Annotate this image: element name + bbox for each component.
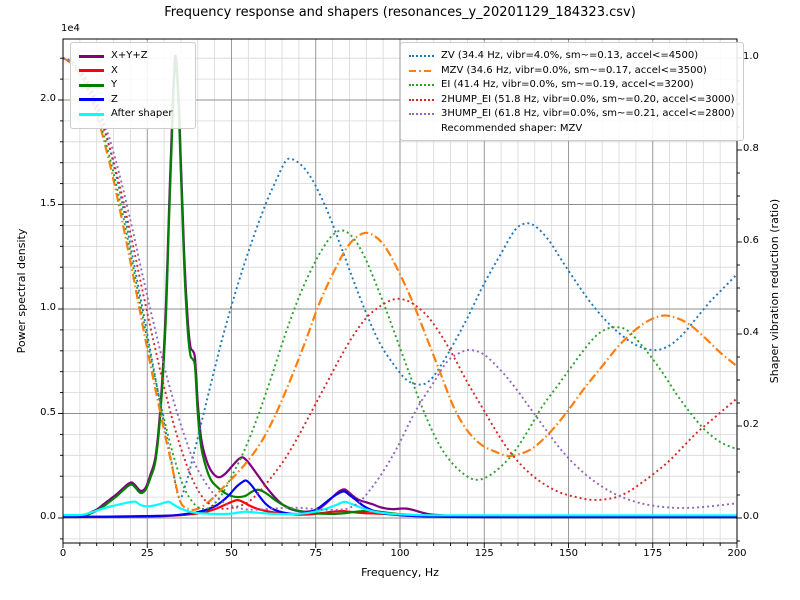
x-axis-label: Frequency, Hz (361, 566, 439, 579)
y-right-tick-label: 1.0 (743, 51, 759, 62)
legend-item-label: MZV (34.6 Hz, vibr=0.0%, sm~=0.17, accel… (441, 64, 707, 76)
legend-item: Z (79, 94, 187, 107)
legend-item-label: X+Y+Z (111, 50, 148, 61)
x-tick-label: 150 (558, 548, 579, 559)
legend-line-sample (409, 98, 434, 101)
legend-item: MZV (34.6 Hz, vibr=0.0%, sm~=0.17, accel… (409, 65, 735, 78)
x-tick-label: 175 (643, 548, 663, 559)
x-tick-label: 50 (225, 548, 238, 559)
legend-item: X+Y+Z (79, 50, 187, 63)
y-left-tick-label: 2.0 (40, 93, 56, 104)
legend-line-sample (79, 54, 104, 58)
legend-line-sample (79, 69, 104, 73)
legend-item-label: After shaper (111, 108, 173, 119)
legend-item-label: ZV (34.4 Hz, vibr=4.0%, sm~=0.13, accel<… (441, 50, 699, 61)
y-right-tick-label: 0.2 (743, 419, 759, 430)
legend-line-sample (79, 112, 104, 116)
x-tick-label: 100 (390, 548, 410, 559)
y-right-tick-label: 0.0 (743, 511, 759, 522)
legend-item-label: 3HUMP_EI (61.8 Hz, vibr=0.0%, sm~=0.21, … (441, 108, 735, 119)
y-left-tick-label: 0.5 (40, 406, 56, 418)
series-x-y-z (63, 54, 737, 518)
legend-line-sample (409, 84, 434, 87)
series-zv (63, 57, 737, 500)
legend-item: 2HUMP_EI (51.8 Hz, vibr=0.0%, sm~=0.20, … (409, 94, 735, 107)
legend-recommendation-note: Recommended shaper: MZV (441, 122, 583, 134)
legend-line-sample (79, 83, 104, 87)
legend-item: X (79, 65, 187, 78)
series-mzv (63, 57, 737, 512)
legend-item-label: X (111, 64, 118, 76)
legend-psd: X+Y+Z X Y Z After shaper (70, 42, 196, 129)
legend-item-label: 2HUMP_EI (51.8 Hz, vibr=0.0%, sm~=0.20, … (441, 93, 735, 105)
x-tick-label: 200 (727, 548, 747, 559)
shaper-series-group (63, 57, 737, 512)
legend-item-label: Z (111, 93, 118, 105)
y-right-tick-label: 0.8 (743, 143, 759, 154)
y-left-tick-label: 1.5 (40, 197, 56, 209)
x-tick-label: 0 (59, 548, 67, 559)
y-right-tick-label: 0.4 (743, 327, 759, 338)
legend-line-sample (409, 69, 434, 72)
y-axis-left-label: Power spectral density (15, 228, 28, 354)
y-left-tick-label: 1.0 (40, 302, 56, 313)
y-axis-offset-text: 1e4 (61, 23, 80, 34)
legend-line-sample (79, 98, 104, 102)
legend-item: EI (41.4 Hz, vibr=0.0%, sm~=0.19, accel<… (409, 79, 735, 92)
legend-shapers: ZV (34.4 Hz, vibr=4.0%, sm~=0.13, accel<… (400, 42, 744, 141)
legend-line-sample (409, 113, 434, 116)
x-tick-label: 75 (309, 548, 323, 559)
series-2hump-ei (63, 57, 737, 510)
series-after-shaper (63, 500, 737, 517)
y-right-tick-label: 0.6 (743, 235, 759, 246)
x-tick-label: 125 (474, 548, 494, 559)
series-3hump-ei (63, 57, 737, 511)
legend-item-label: EI (41.4 Hz, vibr=0.0%, sm~=0.19, accel<… (441, 79, 694, 90)
x-tick-label: 25 (140, 548, 154, 559)
y-left-tick-label: 0.0 (40, 511, 56, 522)
legend-line-sample (409, 55, 434, 58)
y-axis-right-label: Shaper vibration reduction (ratio) (768, 198, 781, 384)
chart-title: Frequency response and shapers (resonanc… (164, 5, 636, 20)
series-ei (63, 57, 737, 510)
legend-item: 3HUMP_EI (61.8 Hz, vibr=0.0%, sm~=0.21, … (409, 108, 735, 121)
legend-item: ZV (34.4 Hz, vibr=4.0%, sm~=0.13, accel<… (409, 50, 735, 63)
legend-item: Y (79, 79, 187, 92)
legend-item: After shaper (79, 108, 187, 121)
legend-item-label: Y (111, 79, 118, 90)
